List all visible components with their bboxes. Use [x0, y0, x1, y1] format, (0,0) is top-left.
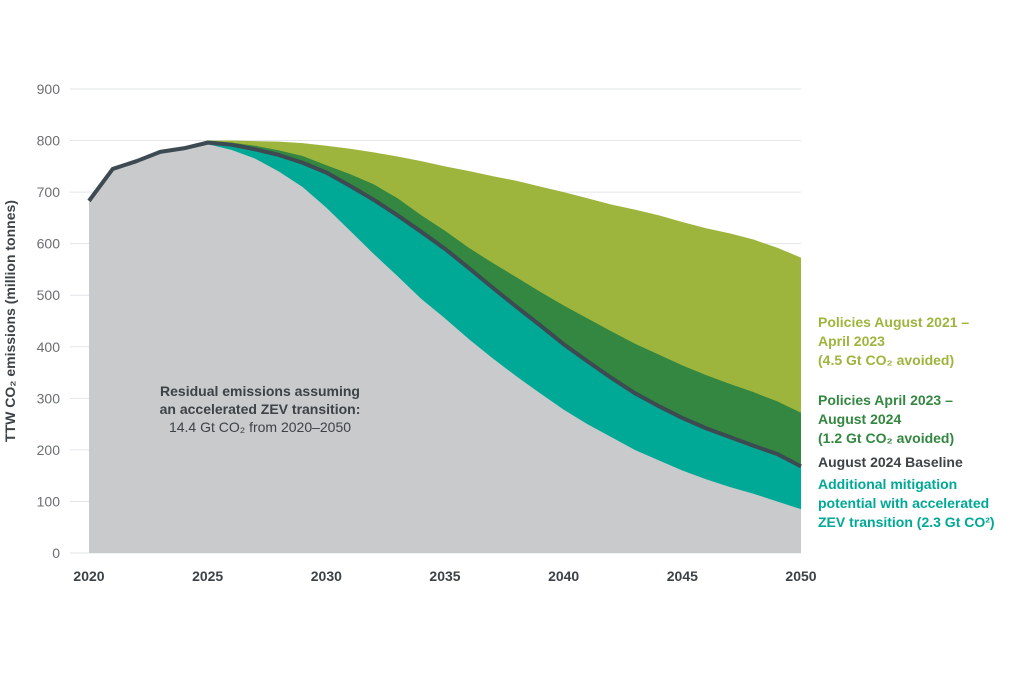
- y-tick-label: 500: [37, 287, 61, 303]
- legend-line: ZEV transition (2.3 Gt CO²): [818, 514, 995, 530]
- annotation-line: 14.4 Gt CO₂ from 2020–2050: [168, 419, 352, 435]
- x-tick-label: 2025: [192, 568, 223, 584]
- area-residual-emissions: [89, 144, 801, 554]
- y-tick-label: 700: [37, 184, 61, 200]
- x-tick-label: 2020: [73, 568, 104, 584]
- x-tick-label: 2045: [667, 568, 698, 584]
- legend-policies-2021-2023: Policies August 2021 – April 2023 (4.5 G…: [818, 313, 969, 370]
- x-tick-label: 2050: [785, 568, 816, 584]
- y-tick-label: 600: [37, 236, 61, 252]
- legend-line: Additional mitigation: [818, 476, 958, 492]
- legend-line: Policies April 2023 –: [818, 392, 953, 408]
- annotation-line: Residual emissions assuming: [160, 383, 360, 399]
- legend-line: April 2023: [818, 333, 885, 349]
- legend-line: potential with accelerated: [818, 495, 990, 511]
- legend-line: Policies August 2021 –: [818, 314, 970, 330]
- y-tick-label: 0: [52, 545, 60, 561]
- legend-policies-2023-2024: Policies April 2023 – August 2024 (1.2 G…: [818, 391, 954, 448]
- y-tick-label: 800: [37, 133, 61, 149]
- legend-baseline: August 2024 Baseline: [818, 453, 963, 472]
- x-tick-label: 2035: [429, 568, 460, 584]
- legend-line: (4.5 Gt CO₂ avoided): [818, 352, 955, 368]
- y-tick-label: 300: [37, 390, 61, 406]
- residual-annotation: Residual emissions assuming an accelerat…: [130, 382, 390, 436]
- legend-line: (1.2 Gt CO₂ avoided): [818, 430, 955, 446]
- baseline-line: [87, 140, 802, 469]
- x-tick-label: 2040: [548, 568, 579, 584]
- legend-line: August 2024 Baseline: [818, 454, 963, 470]
- y-axis-label: TTW CO₂ emissions (million tonnes): [2, 200, 18, 442]
- legend-accelerated-zev: Additional mitigation potential with acc…: [818, 475, 995, 532]
- y-tick-label: 900: [37, 81, 61, 97]
- x-tick-label: 2030: [311, 568, 342, 584]
- y-tick-label: 100: [37, 493, 61, 509]
- y-tick-label: 400: [37, 339, 61, 355]
- annotation-line: an accelerated ZEV transition:: [159, 401, 361, 417]
- legend-line: August 2024: [818, 411, 902, 427]
- y-tick-label: 200: [37, 442, 61, 458]
